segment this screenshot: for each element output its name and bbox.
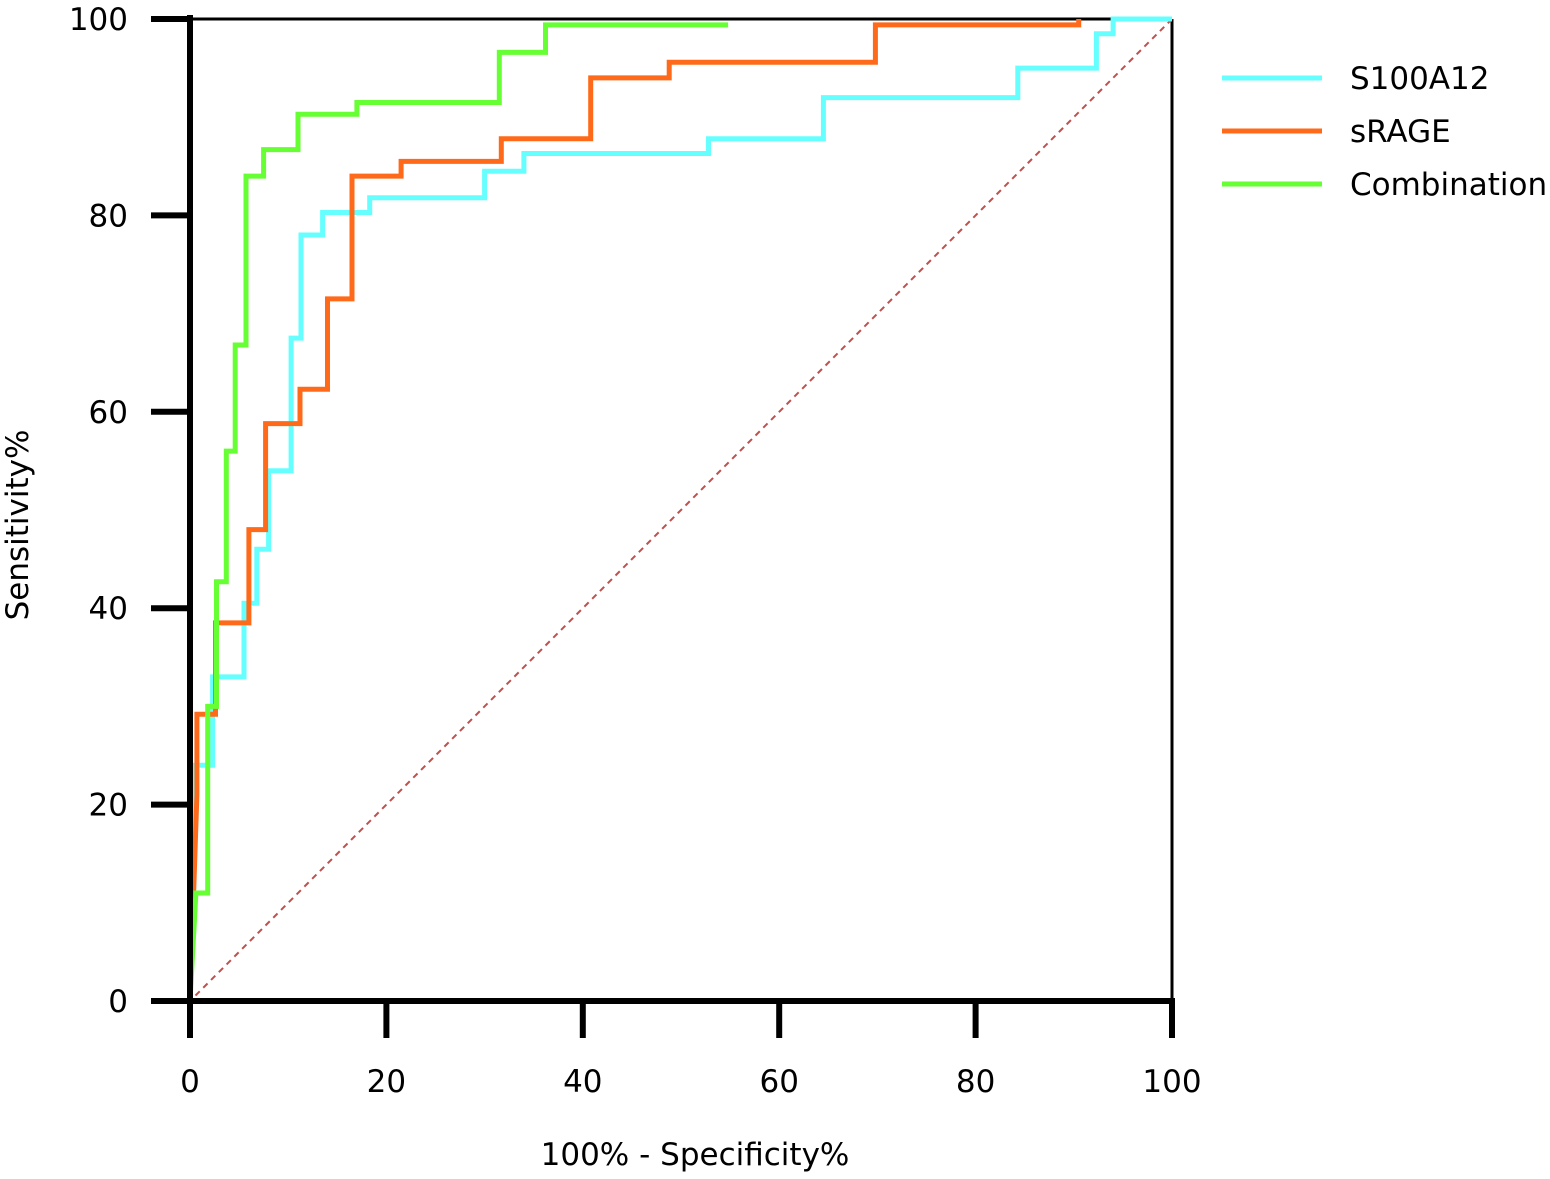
y-tick-label: 20 — [89, 788, 128, 824]
x-axis-title: 100% - Specificity% — [541, 1137, 850, 1173]
x-tick-label: 20 — [367, 1064, 406, 1100]
y-tick-label: 80 — [89, 198, 128, 234]
y-tick-label: 0 — [108, 984, 128, 1020]
y-axis-title: Sensitivity% — [0, 430, 36, 621]
x-tick-label: 100 — [1142, 1064, 1201, 1100]
x-tick-label: 60 — [759, 1064, 798, 1100]
reference-diagonal-line — [189, 18, 1173, 1002]
axes — [151, 15, 1175, 1004]
legend-label-srage: sRAGE — [1350, 114, 1451, 150]
y-tick-label: 60 — [89, 395, 128, 431]
x-tick-label: 80 — [956, 1064, 995, 1100]
x-tick-label: 40 — [563, 1064, 602, 1100]
y-tick-label: 100 — [69, 2, 128, 38]
legend-label-s100a12: S100A12 — [1350, 61, 1490, 97]
plot-frame — [190, 17, 1174, 1001]
series-line-combination — [187, 22, 729, 1002]
x-tick-label: 0 — [180, 1064, 200, 1100]
ticks-layer: 0 20 40 60 80 100 0 20 40 60 80 100 — [69, 2, 1202, 1100]
legend: S100A12 sRAGE Combination — [1222, 61, 1547, 203]
y-tick-label: 40 — [89, 591, 128, 627]
series-layer — [187, 16, 1172, 1002]
legend-label-combination: Combination — [1350, 167, 1547, 203]
